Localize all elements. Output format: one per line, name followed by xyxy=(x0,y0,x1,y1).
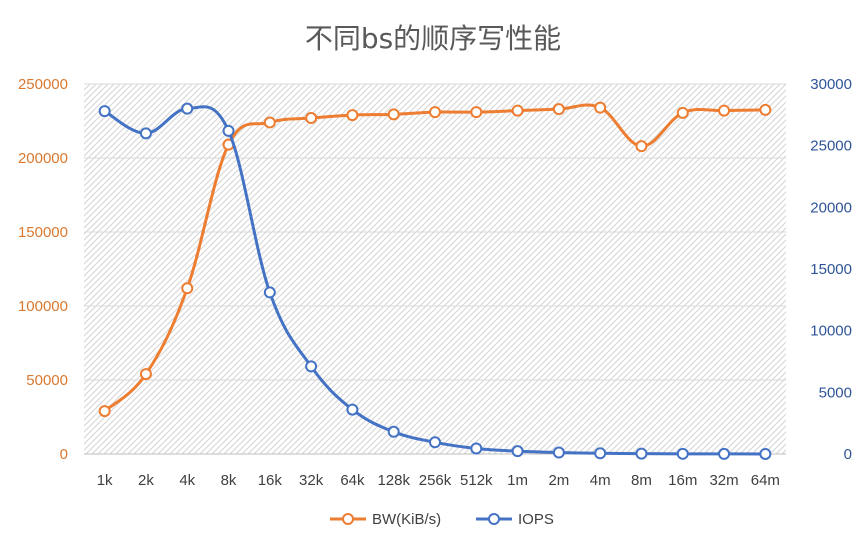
y-left-tick-label: 100000 xyxy=(18,298,68,315)
data-point xyxy=(635,447,648,460)
y-right-tick-label: 0 xyxy=(844,446,852,463)
x-tick-label: 32m xyxy=(709,472,738,489)
x-tick-label: 4k xyxy=(179,472,195,489)
axes: 0 50000 100000 150000 200000 250000 0 5000 10000… xyxy=(18,76,852,489)
data-point xyxy=(718,447,731,460)
x-tick-label: 2m xyxy=(548,472,569,489)
data-point xyxy=(305,112,318,125)
data-point xyxy=(139,127,152,140)
data-point xyxy=(263,286,276,299)
y-right-tick-label: 30000 xyxy=(810,76,852,93)
series-2 xyxy=(98,102,772,460)
data-point xyxy=(552,446,565,459)
legend-swatch-marker xyxy=(488,513,500,525)
x-tick-label: 128k xyxy=(377,472,410,489)
data-point xyxy=(635,140,648,153)
x-tick-label: 16k xyxy=(258,472,283,489)
data-point xyxy=(139,368,152,381)
series-layer xyxy=(98,101,772,460)
x-tick-label: 1m xyxy=(507,472,528,489)
data-point xyxy=(305,360,318,373)
data-point xyxy=(676,106,689,119)
legend-swatch-marker xyxy=(342,513,354,525)
x-tick-label: 64k xyxy=(340,472,365,489)
data-point xyxy=(511,445,524,458)
data-point xyxy=(387,108,400,121)
x-tick-label: 2k xyxy=(138,472,154,489)
legend-item: IOPS xyxy=(476,511,554,528)
y-right-tick-label: 5000 xyxy=(819,384,852,401)
series-1 xyxy=(98,101,772,418)
chart-title: 不同bs的顺序写性能 xyxy=(305,22,561,55)
data-point xyxy=(263,116,276,129)
data-point xyxy=(222,124,235,137)
data-point xyxy=(594,447,607,460)
plot-area xyxy=(84,84,786,454)
data-point xyxy=(511,104,524,117)
data-point xyxy=(98,405,111,418)
data-point xyxy=(552,103,565,116)
data-point xyxy=(759,103,772,116)
x-tick-label: 8k xyxy=(221,472,237,489)
data-point xyxy=(346,109,359,122)
data-point xyxy=(759,447,772,460)
legend-item: BW(KiB/s) xyxy=(330,511,441,528)
y-right-tick-label: 20000 xyxy=(810,199,852,216)
x-tick-label: 32k xyxy=(299,472,324,489)
y-left-tick-label: 200000 xyxy=(18,150,68,167)
data-point xyxy=(470,442,483,455)
x-tick-label: 4m xyxy=(590,472,611,489)
x-tick-label: 16m xyxy=(668,472,697,489)
x-tick-label: 8m xyxy=(631,472,652,489)
data-point xyxy=(676,447,689,460)
data-point xyxy=(594,101,607,114)
y-right-tick-label: 25000 xyxy=(810,138,852,155)
data-point xyxy=(98,105,111,118)
legend-label: IOPS xyxy=(518,511,554,528)
y-left-tick-label: 50000 xyxy=(26,372,68,389)
data-point xyxy=(718,104,731,117)
x-tick-label: 64m xyxy=(751,472,780,489)
y-left-tick-label: 0 xyxy=(60,446,68,463)
data-point xyxy=(470,106,483,119)
data-point xyxy=(429,436,441,449)
y-right-tick-label: 15000 xyxy=(810,261,852,278)
data-point xyxy=(429,106,441,119)
x-tick-label: 512k xyxy=(460,472,493,489)
data-point xyxy=(346,403,359,416)
y-right-tick-label: 10000 xyxy=(810,323,852,340)
data-point xyxy=(387,425,400,438)
data-point xyxy=(181,282,194,295)
data-point xyxy=(181,102,194,115)
x-tick-label: 256k xyxy=(419,472,452,489)
y-left-tick-label: 150000 xyxy=(18,224,68,241)
legend-label: BW(KiB/s) xyxy=(372,511,441,528)
x-tick-label: 1k xyxy=(97,472,113,489)
y-left-tick-label: 250000 xyxy=(18,76,68,93)
legend: BW(KiB/s) IOPS xyxy=(330,511,554,528)
